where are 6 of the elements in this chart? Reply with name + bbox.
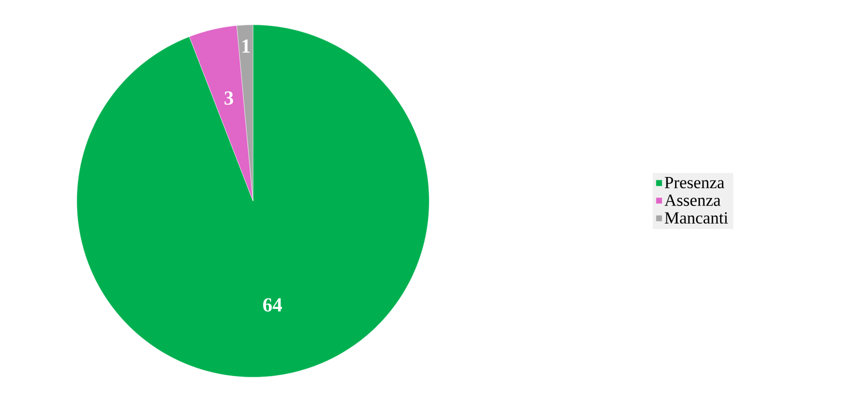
legend-label: Assenza <box>664 194 721 206</box>
data-label: 1 <box>242 40 250 53</box>
data-label: 3 <box>224 91 234 105</box>
legend-label: Mancanti <box>664 212 728 224</box>
legend-label: Presenza <box>664 177 724 188</box>
data-label: 64 <box>263 298 282 312</box>
